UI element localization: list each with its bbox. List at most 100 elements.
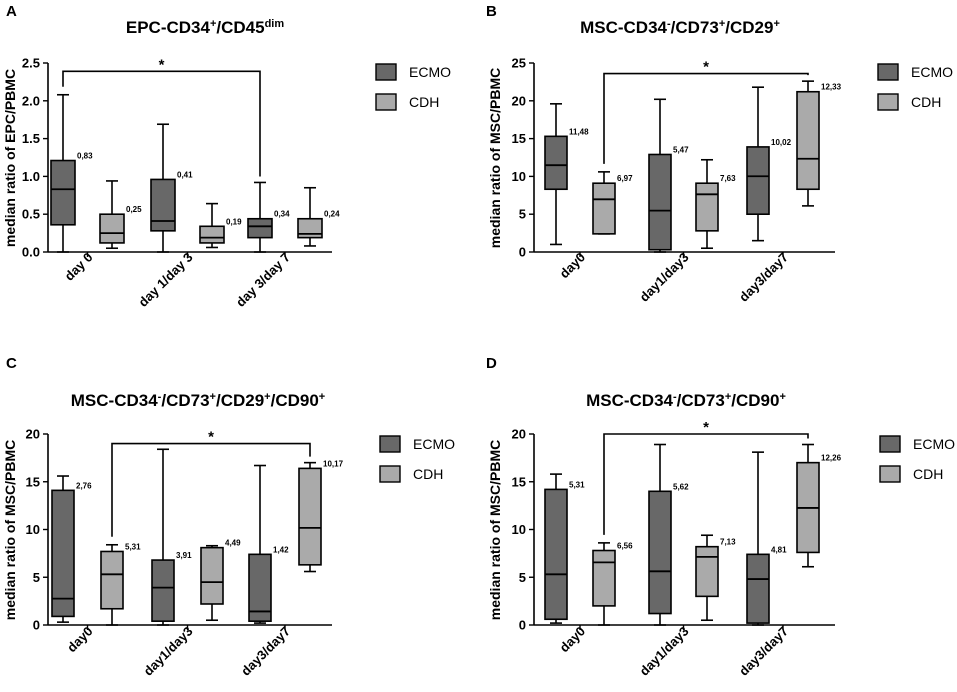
panel-letter: D [486,355,497,372]
box-rect [592,549,616,607]
x-tick-label: day3/day7 [736,250,791,305]
box-cdh-2: 0,19 [199,202,242,249]
median-value-label: 12,26 [821,454,842,463]
x-tick-label: day0 [557,250,589,282]
box-rect [648,153,672,251]
median-value-label: 6,56 [617,542,633,551]
significance-bracket: * [603,59,809,164]
box-rect [695,545,719,598]
median-value-label: 3,91 [176,551,192,560]
chart-panel-c: CMSC-CD34-/CD73+/CD29+/CD90+05101520medi… [2,355,455,679]
legend-swatch-ecmo [877,63,899,81]
y-tick-label: 5 [33,570,40,585]
chart-title-part: /CD90 [731,391,779,410]
y-axis-label: median ratio of MSC/PBMC [487,68,503,248]
y-tick-label: 0 [519,618,526,633]
legend: ECMO CDH [379,435,455,483]
chart-title-part: - [667,18,671,30]
y-axis-label: median ratio of MSC/PBMC [487,440,503,620]
box-rect [199,225,225,244]
legend-label-cdh: CDH [913,466,943,482]
box-ecmo-3: 4,81 [746,451,787,626]
significance-star: * [159,56,165,73]
median-value-label: 5,47 [673,145,689,154]
y-tick-label: 0 [519,245,526,260]
legend-label-ecmo: ECMO [409,64,451,80]
significance-bracket: * [62,56,261,177]
box-ecmo-1: 11,48 [544,103,589,246]
median-value-label: 2,76 [76,481,92,490]
y-tick-label: 20 [26,427,40,442]
y-tick-label: 1.0 [22,169,40,184]
box-rect [247,217,273,239]
y-tick-label: 5 [519,570,526,585]
bracket-line [603,72,809,164]
y-tick-label: 2.5 [22,56,40,71]
x-tick-label: day1/day3 [637,624,692,679]
box-ecmo-1: 5,31 [544,473,585,624]
chart-title-part: MSC-CD34 [71,391,158,410]
chart-title-part: - [158,391,162,403]
box-cdh-3: 12,33 [796,80,842,207]
significance-bracket: * [603,419,809,535]
panel-letter: C [6,355,17,372]
chart-title-part: + [210,18,216,30]
median-value-label: 7,13 [720,538,736,547]
median-value-label: 0,41 [177,170,193,179]
chart-title-part: - [673,391,677,403]
x-tick-label: day1/day3 [141,624,196,679]
y-tick-label: 15 [26,474,40,489]
box-cdh-1: 0,25 [99,180,142,250]
box-rect [150,178,176,232]
chart-title-part: + [210,391,216,403]
chart-title-part: + [779,391,785,403]
median-value-label: 10,02 [771,138,792,147]
chart-title: MSC-CD34-/CD73+/CD29+ [580,18,780,37]
y-tick-label: 20 [512,93,526,108]
box-rect [100,550,124,610]
x-tick-label: day0 [64,624,96,656]
legend-label-cdh: CDH [911,94,941,110]
median-value-label: 5,31 [125,542,141,551]
y-tick-label: 15 [512,474,526,489]
y-axis-label: median ratio of EPC/PBMC [2,69,18,247]
box-rect [648,490,672,615]
median-value-label: 5,62 [673,482,689,491]
legend: ECMO CDH [877,63,953,111]
y-tick-label: 1.5 [22,131,40,146]
box-cdh-3: 12,26 [796,443,842,568]
box-ecmo-2: 0,41 [150,123,193,253]
box-rect [50,159,76,226]
box-rect [298,467,322,566]
y-tick-label: 2.0 [22,93,40,108]
median-value-label: 1,42 [273,545,289,554]
significance-star: * [208,429,214,446]
box-rect [746,553,770,624]
median-value-label: 6,97 [617,174,633,183]
y-tick-label: 15 [512,131,526,146]
y-tick-label: 20 [512,427,526,442]
bracket-line [111,442,311,537]
significance-star: * [703,59,709,76]
box-ecmo-3: 10,02 [746,86,792,242]
box-cdh-2: 7,13 [695,534,736,622]
box-cdh-1: 6,97 [592,171,633,235]
chart-title-part: /CD29 [216,391,264,410]
chart-title-part: /CD29 [725,18,773,37]
legend-swatch-cdh [379,465,401,483]
median-value-label: 5,31 [569,480,585,489]
chart-panel-a: A EPC-CD34+/CD45dim 0.0 0.5 1.0 1.5 2.0 2.5 medi… [2,3,451,310]
box-rect [544,488,568,621]
box-cdh-2: 4,49 [200,539,241,622]
x-tick-label: day3/day7 [736,624,791,679]
significance-bracket: * [111,429,311,537]
x-tick-label: day 0 [62,250,96,284]
box-cdh-1: 6,56 [592,542,633,626]
chart-title-part: + [773,18,779,30]
box-ecmo-1: 2,76 [51,475,92,623]
y-tick-label: 10 [512,522,526,537]
chart-title-part: + [319,391,325,403]
legend-swatch-ecmo [375,63,397,81]
